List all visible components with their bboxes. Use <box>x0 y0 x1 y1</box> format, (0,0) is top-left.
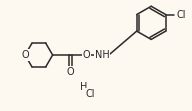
Text: Cl: Cl <box>177 10 186 20</box>
Text: H: H <box>80 82 88 92</box>
Text: NH: NH <box>94 50 109 60</box>
Text: O: O <box>67 67 74 77</box>
Text: Cl: Cl <box>85 89 95 99</box>
Text: O: O <box>21 50 29 60</box>
Text: O: O <box>82 50 90 60</box>
